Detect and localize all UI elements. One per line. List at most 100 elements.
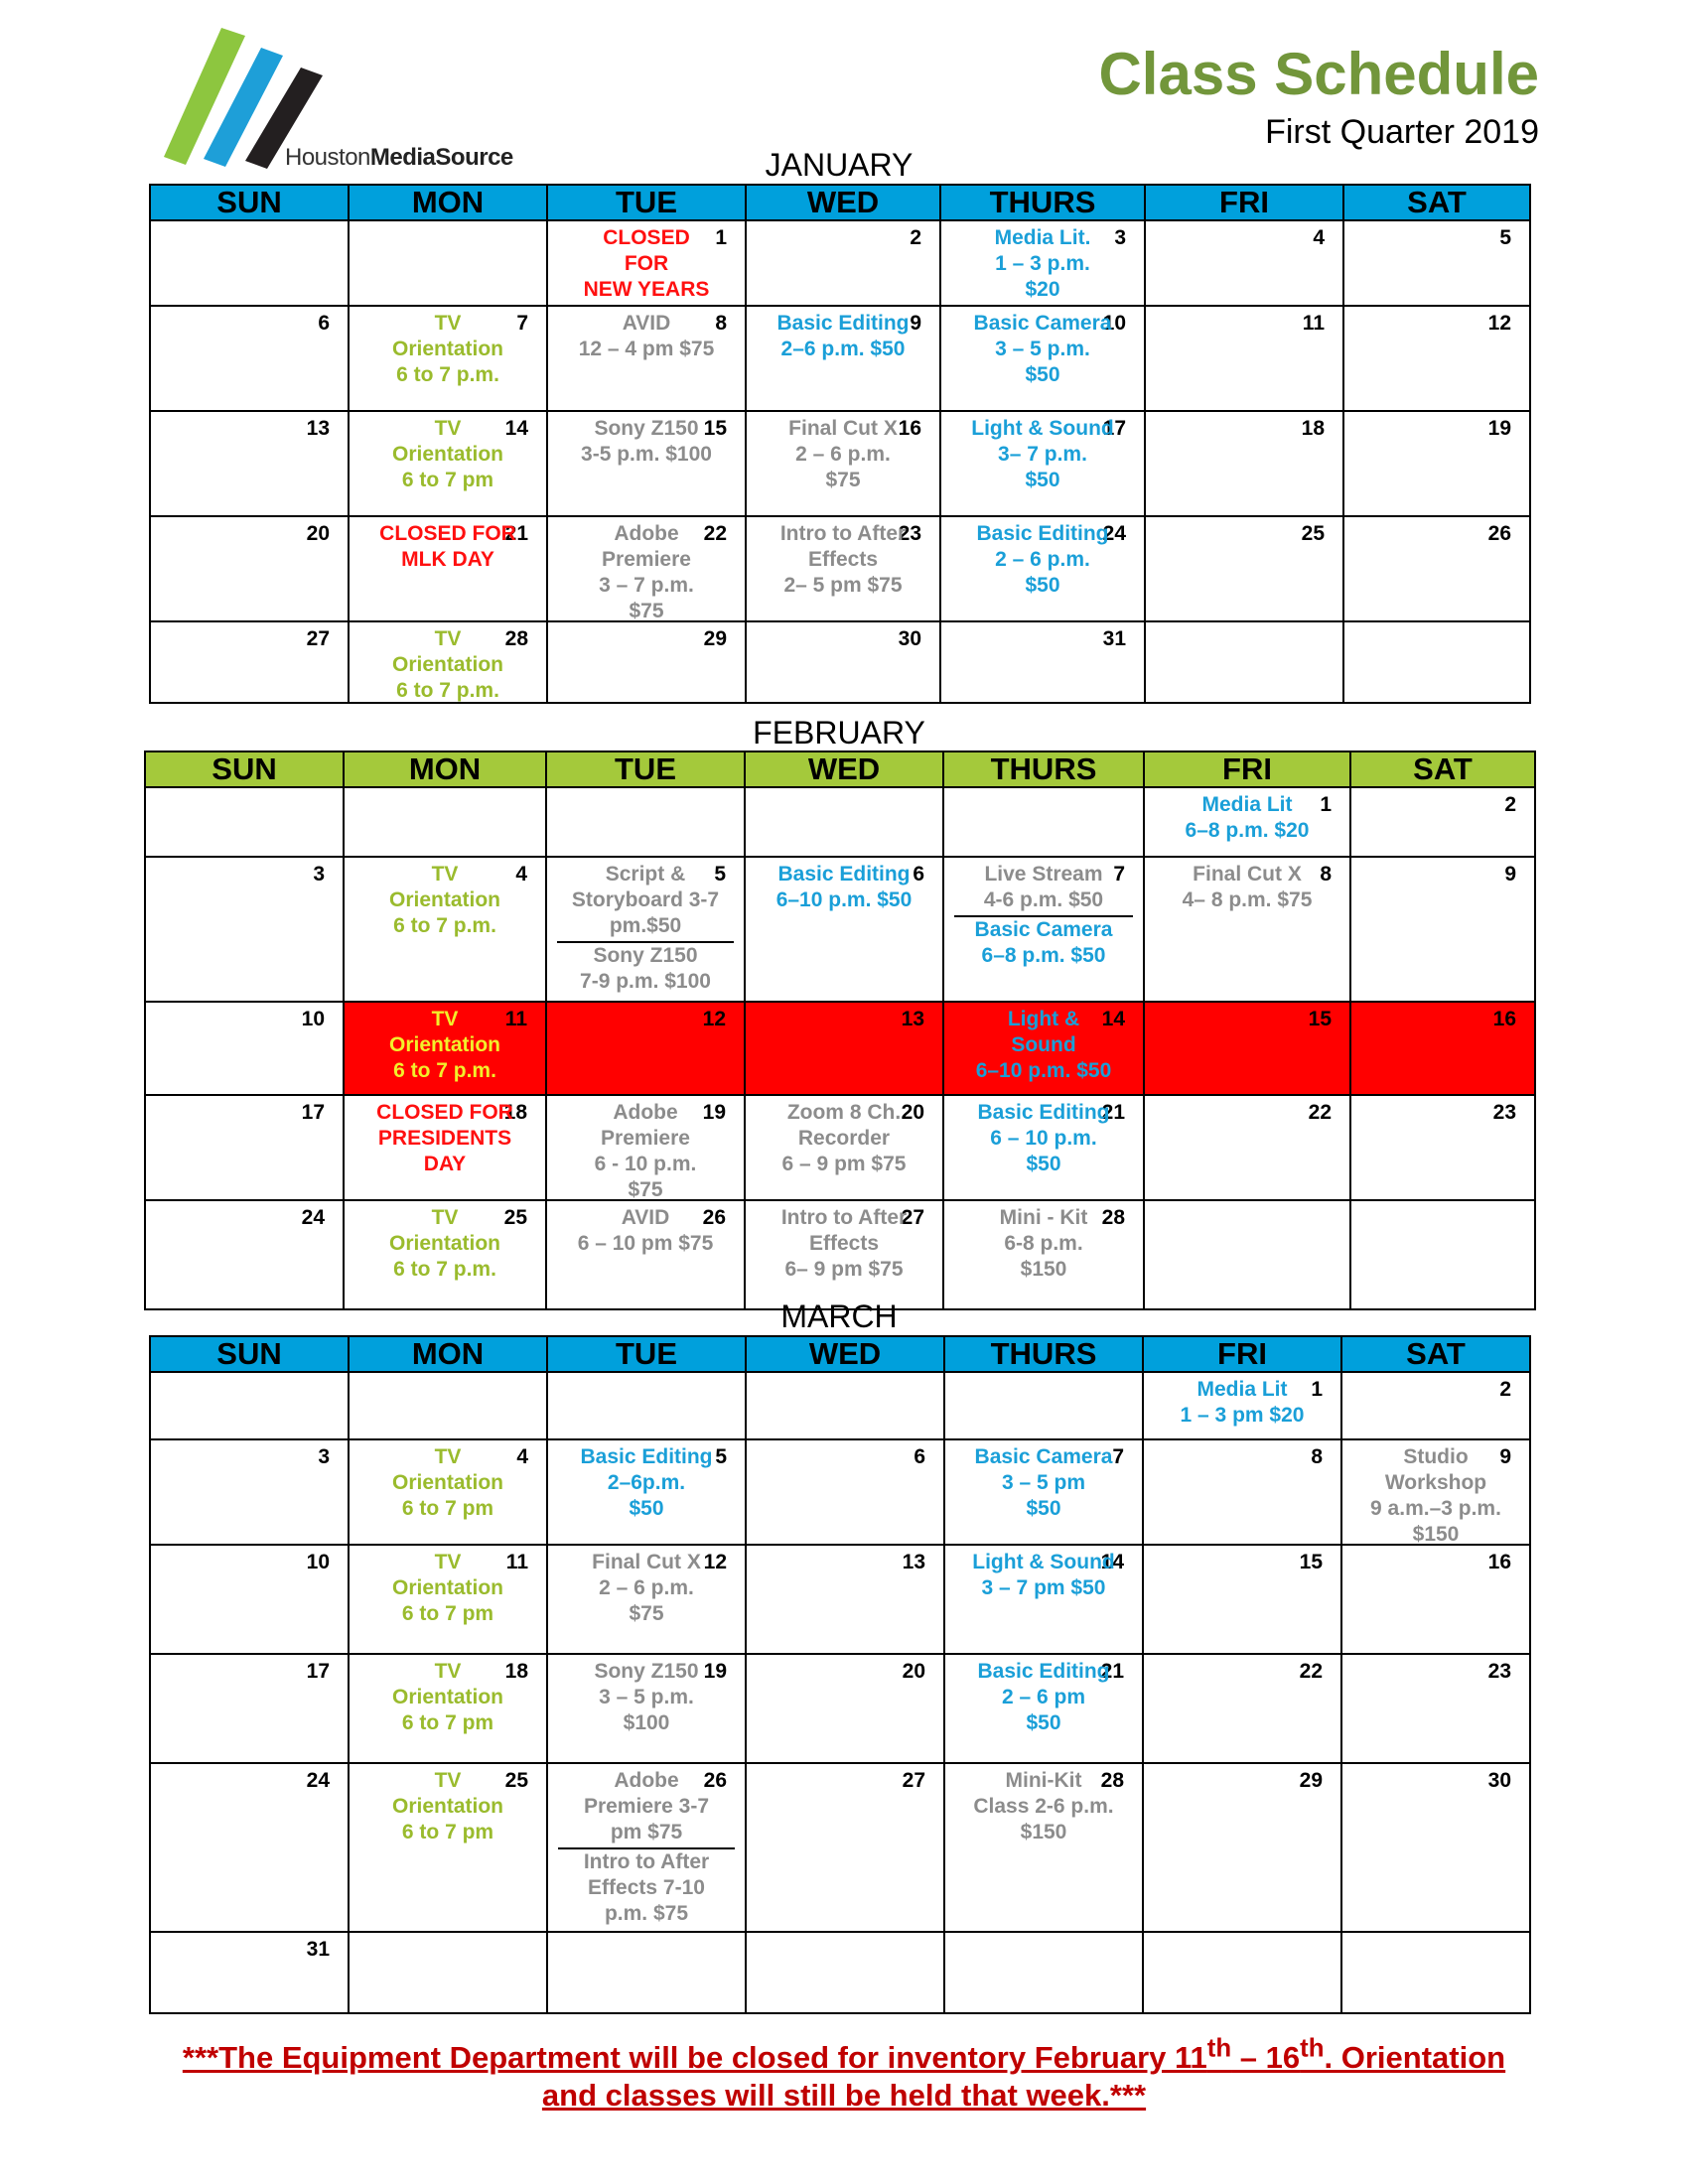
- day-number: 20: [901, 1101, 924, 1124]
- event-text: $150: [1412, 1523, 1460, 1546]
- day-number: 2: [1504, 793, 1516, 816]
- day-number: 7: [516, 312, 528, 335]
- event-text: 9 a.m.–3 p.m.: [1370, 1497, 1501, 1520]
- day-cell: 25 TV Orientation 6 to 7 pm: [348, 1762, 548, 1933]
- event-text: Orientation: [391, 653, 503, 676]
- event-text: 6– 9 pm $75: [784, 1258, 904, 1281]
- day-number: 28: [1100, 1769, 1124, 1792]
- day-number: 1: [1320, 793, 1332, 816]
- class-event: TV Orientation 6 to 7 pm: [350, 1768, 546, 1845]
- day-cell: 2: [745, 219, 941, 307]
- weekday-header-sun: SUN: [144, 751, 345, 788]
- event-text: Effects: [808, 1232, 880, 1255]
- day-cell: [745, 1931, 945, 2014]
- day-cell: 9 Basic Editing 2–6 p.m. $50: [745, 305, 941, 412]
- day-number: 3: [1114, 226, 1126, 249]
- class-event: TV Orientation 6 to 7 p.m.: [350, 311, 546, 388]
- weekday-header-fri: FRI: [1143, 751, 1351, 788]
- day-number: 23: [1492, 1101, 1516, 1124]
- day-cell: 2: [1340, 1371, 1531, 1440]
- day-number: 17: [301, 1101, 325, 1124]
- weekday-header-thurs: THURS: [942, 751, 1145, 788]
- week-row: 1 Media Lit 1 – 3 pm $20 2: [149, 1371, 1531, 1440]
- day-number: [747, 1373, 943, 1379]
- class-event: Media Lit 6–8 p.m. $20: [1145, 792, 1349, 844]
- event-text: Basic Editing: [977, 1101, 1110, 1124]
- event-text: Live Stream: [984, 863, 1103, 886]
- day-number: 19: [702, 1101, 726, 1124]
- day-number: 14: [1100, 1551, 1124, 1573]
- day-cell: 28 Mini - Kit 6-8 p.m. $150: [942, 1199, 1145, 1310]
- day-cell: 27: [745, 1762, 945, 1933]
- day-number: 19: [703, 1660, 727, 1683]
- event-text: Studio: [1403, 1445, 1469, 1468]
- day-cell: 4: [1144, 219, 1344, 307]
- day-number: 11: [505, 1551, 528, 1573]
- class-event: Adobe Premiere 6 - 10 p.m. $75: [547, 1100, 744, 1203]
- event-text: 4-6 p.m. $50: [983, 888, 1104, 911]
- day-number: 21: [1101, 1101, 1125, 1124]
- event-text: 3 – 5 pm: [1001, 1471, 1086, 1494]
- event-text: 6 – 9 pm $75: [781, 1153, 907, 1175]
- day-cell: 14 TV Orientation 6 to 7 pm: [348, 410, 548, 517]
- day-number: 3: [318, 1445, 330, 1468]
- event-text: FOR: [624, 252, 669, 275]
- day-number: 14: [1101, 1008, 1125, 1030]
- day-cell: 22: [1142, 1653, 1342, 1764]
- day-cell: 2: [1349, 786, 1536, 858]
- day-number: 16: [898, 417, 921, 440]
- event-text: 2 – 6 p.m.: [599, 1576, 694, 1599]
- day-cell: 17: [144, 1094, 345, 1201]
- event-text: $100: [623, 1711, 670, 1734]
- event-text: Final Cut X: [592, 1551, 701, 1573]
- day-cell: 8 Final Cut X 4– 8 p.m. $75: [1143, 856, 1351, 1003]
- day-number: 30: [898, 627, 921, 650]
- class-event: Sony Z150 7-9 p.m. $100: [547, 943, 744, 995]
- day-cell: 17: [149, 1653, 350, 1764]
- class-event: Mini-Kit Class 2-6 p.m. $150: [945, 1768, 1142, 1845]
- weekday-header-tue: TUE: [546, 184, 747, 221]
- day-number: 17: [1102, 417, 1126, 440]
- day-cell: [348, 219, 548, 307]
- weekday-header-fri: FRI: [1144, 184, 1344, 221]
- event-text: 6 to 7 pm: [401, 1711, 494, 1734]
- event-text: Media Lit.: [994, 226, 1091, 249]
- day-number: 12: [703, 1551, 727, 1573]
- weekday-header-mon: MON: [348, 1335, 548, 1373]
- day-number: 25: [1301, 522, 1325, 545]
- class-event: TV Orientation 6 to 7 p.m.: [345, 862, 545, 939]
- day-number: 8: [1320, 863, 1332, 886]
- class-event: AVID 6 – 10 pm $75: [547, 1205, 744, 1257]
- day-cell: [546, 1371, 747, 1440]
- class-event: CLOSED FOR NEW YEARS: [548, 225, 745, 303]
- day-number: 26: [1487, 522, 1511, 545]
- class-event: Basic Editing 2 – 6 p.m. $50: [941, 521, 1144, 599]
- day-cell: [1143, 1199, 1351, 1310]
- day-number: 10: [301, 1008, 325, 1030]
- day-number: 18: [504, 1660, 528, 1683]
- day-cell: [149, 219, 350, 307]
- day-cell: 5 Basic Editing 2–6p.m. $50: [546, 1438, 747, 1546]
- day-cell: 30: [1340, 1762, 1531, 1933]
- event-text: Adobe: [613, 1101, 678, 1124]
- day-cell: [745, 1371, 945, 1440]
- day-number: [1144, 1933, 1340, 1939]
- day-number: [945, 1373, 1142, 1379]
- day-cell: 4 TV Orientation 6 to 7 pm: [348, 1438, 548, 1546]
- event-text: Workshop: [1384, 1471, 1487, 1494]
- day-number: 21: [1100, 1660, 1124, 1683]
- day-cell: 12: [545, 1001, 746, 1096]
- day-number: 13: [306, 417, 330, 440]
- month-title-january: JANUARY: [765, 147, 914, 183]
- class-event: Script & Storyboard 3-7 pm.$50: [547, 862, 744, 939]
- day-cell: [144, 786, 345, 858]
- day-number: 9: [1499, 1445, 1511, 1468]
- event-text: 6-8 p.m.: [1004, 1232, 1083, 1255]
- day-number: 15: [1299, 1551, 1323, 1573]
- event-text: 3 – 5 p.m.: [995, 338, 1090, 360]
- day-number: [350, 221, 546, 227]
- class-event: Intro to After Effects 2– 5 pm $75: [747, 521, 939, 599]
- day-cell: 27: [149, 620, 350, 704]
- event-text: 6 to 7 p.m.: [393, 1059, 496, 1082]
- day-cell: 9 Studio Workshop 9 a.m.–3 p.m. $150: [1340, 1438, 1531, 1546]
